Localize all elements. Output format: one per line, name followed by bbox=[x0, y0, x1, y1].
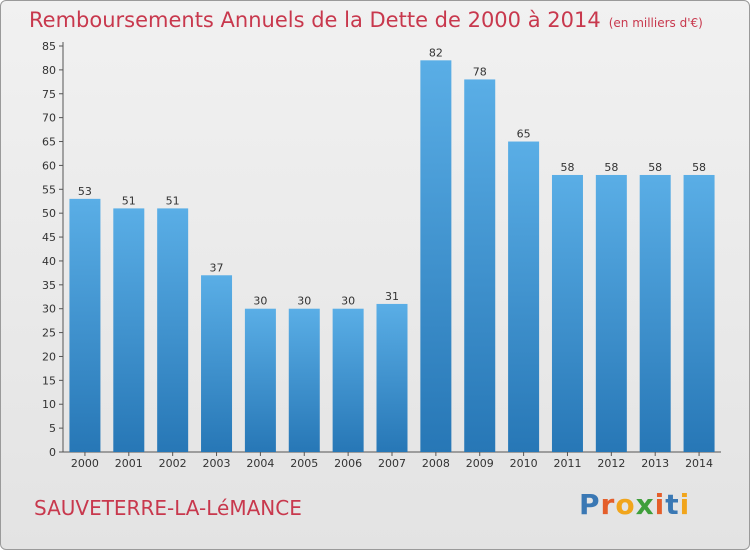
y-tick-label: 40 bbox=[42, 255, 56, 268]
x-tick-label: 2000 bbox=[71, 457, 99, 470]
x-tick-label: 2013 bbox=[641, 457, 669, 470]
logo-letter: i bbox=[654, 488, 666, 521]
chart-title-text: Remboursements Annuels de la Dette de 20… bbox=[29, 8, 601, 32]
bar-value-label: 30 bbox=[253, 295, 267, 308]
bar bbox=[464, 79, 496, 452]
bar-value-label: 58 bbox=[560, 161, 574, 174]
y-tick-label: 30 bbox=[42, 303, 56, 316]
x-tick-label: 2007 bbox=[378, 457, 406, 470]
logo-letter: i bbox=[679, 488, 691, 521]
logo-letter: P bbox=[579, 488, 601, 521]
bar-value-label: 58 bbox=[692, 161, 706, 174]
x-tick-label: 2011 bbox=[553, 457, 581, 470]
chart-title: Remboursements Annuels de la Dette de 20… bbox=[29, 8, 703, 32]
y-tick-label: 80 bbox=[42, 64, 56, 77]
y-tick-label: 65 bbox=[42, 136, 56, 149]
bar-value-label: 31 bbox=[385, 290, 399, 303]
bar bbox=[113, 208, 145, 452]
bar bbox=[508, 141, 540, 452]
y-tick-label: 60 bbox=[42, 159, 56, 172]
y-tick-label: 35 bbox=[42, 279, 56, 292]
x-tick-label: 2009 bbox=[466, 457, 494, 470]
x-tick-label: 2006 bbox=[334, 457, 362, 470]
x-tick-label: 2012 bbox=[597, 457, 625, 470]
bar bbox=[551, 174, 583, 452]
y-tick-label: 50 bbox=[42, 207, 56, 220]
logo-letter: t bbox=[665, 488, 680, 521]
bar bbox=[157, 208, 189, 452]
bar-value-label: 82 bbox=[429, 46, 443, 59]
x-tick-label: 2001 bbox=[115, 457, 143, 470]
bar bbox=[420, 60, 452, 453]
bar-value-label: 30 bbox=[341, 295, 355, 308]
y-tick-label: 20 bbox=[42, 350, 56, 363]
y-tick-label: 0 bbox=[49, 446, 56, 459]
bar-value-label: 58 bbox=[648, 161, 662, 174]
logo-letter: r bbox=[600, 488, 616, 521]
x-tick-label: 2014 bbox=[685, 457, 713, 470]
logo-letter: x bbox=[635, 488, 655, 521]
bar bbox=[376, 303, 408, 452]
bar-value-label: 30 bbox=[297, 295, 311, 308]
x-tick-label: 2002 bbox=[159, 457, 187, 470]
y-tick-label: 75 bbox=[42, 88, 56, 101]
x-tick-label: 2005 bbox=[290, 457, 318, 470]
bar bbox=[244, 308, 276, 452]
y-tick-label: 85 bbox=[42, 40, 56, 53]
bar-value-label: 78 bbox=[473, 65, 487, 78]
x-tick-label: 2008 bbox=[422, 457, 450, 470]
bar-value-label: 58 bbox=[604, 161, 618, 174]
proxiti-logo: Proxiti bbox=[579, 488, 690, 521]
bar bbox=[683, 174, 715, 452]
chart-unit: (en milliers d'€) bbox=[608, 16, 703, 30]
y-tick-label: 25 bbox=[42, 327, 56, 340]
y-tick-label: 55 bbox=[42, 183, 56, 196]
x-tick-label: 2010 bbox=[510, 457, 538, 470]
bar bbox=[595, 174, 627, 452]
bar-value-label: 51 bbox=[166, 194, 180, 207]
y-tick-label: 5 bbox=[49, 422, 56, 435]
bar-value-label: 51 bbox=[122, 194, 136, 207]
y-tick-label: 70 bbox=[42, 112, 56, 125]
bar bbox=[288, 308, 320, 452]
x-tick-label: 2004 bbox=[246, 457, 274, 470]
bar-value-label: 65 bbox=[517, 128, 531, 141]
bar-value-label: 53 bbox=[78, 185, 92, 198]
bar bbox=[332, 308, 364, 452]
city-name: SAUVETERRE-LA-LéMANCE bbox=[34, 496, 302, 520]
bar-value-label: 37 bbox=[210, 261, 224, 274]
y-tick-label: 45 bbox=[42, 231, 56, 244]
logo-letter: o bbox=[615, 488, 636, 521]
y-tick-label: 15 bbox=[42, 374, 56, 387]
bar bbox=[69, 198, 101, 452]
y-tick-label: 10 bbox=[42, 398, 56, 411]
x-tick-label: 2003 bbox=[203, 457, 231, 470]
bar bbox=[201, 275, 233, 452]
bar bbox=[639, 174, 671, 452]
